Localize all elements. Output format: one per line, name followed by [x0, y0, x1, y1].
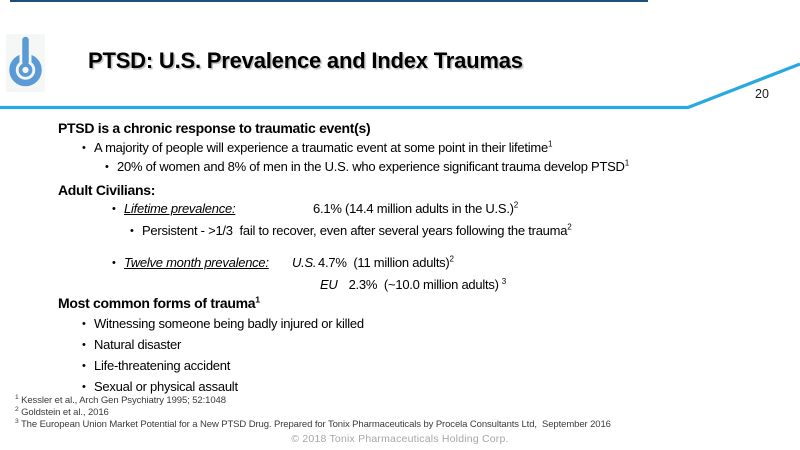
copyright-notice: © 2018 Tonix Pharmaceuticals Holding Cor… — [291, 433, 509, 445]
header-rule — [0, 62, 800, 110]
persistent-text: Persistent - >1/3 fail to recover, even … — [142, 223, 568, 238]
footnote-text: Goldstein et al., 2016 — [18, 407, 109, 418]
logo-tile — [6, 34, 45, 92]
bullet-icon: • — [105, 161, 109, 173]
lifetime-value: 6.1% (14.4 million adults in the U.S.) — [313, 201, 514, 216]
footnote-ref: 1 — [547, 139, 553, 149]
bullet-trauma-accident: • Life-threatening accident — [82, 358, 231, 374]
footnote-ref: 2 — [513, 200, 519, 210]
top-accent-line — [10, 0, 648, 2]
bullet-trauma-assault: • Sexual or physical assault — [82, 379, 238, 395]
lifetime-label: Lifetime prevalence: — [124, 201, 236, 216]
footnote-ref: 3 — [501, 276, 506, 286]
bullet-trauma-witnessing: • Witnessing someone being badly injured … — [82, 316, 364, 332]
footnote-ref: 1 — [255, 294, 260, 305]
trauma-item-text: Life-threatening accident — [94, 358, 231, 373]
bullet-icon: • — [82, 142, 86, 154]
bullet-trauma-natural-disaster: • Natural disaster — [82, 337, 182, 353]
bullet-majority: • A majority of people will experience a … — [82, 139, 553, 156]
trauma-item-text: Witnessing someone being badly injured o… — [94, 316, 364, 331]
bullet-icon: • — [112, 203, 116, 215]
heading-chronic-response: PTSD is a chronic response to traumatic … — [58, 120, 371, 136]
footnote-number: 1 — [15, 393, 19, 401]
trauma-item-text: Natural disaster — [94, 337, 182, 352]
footnote-ref: 2 — [449, 254, 454, 264]
bullet-icon: • — [82, 381, 86, 393]
power-icon — [9, 34, 42, 87]
footnote-1: 1 Kessler et al., Arch Gen Psychiatry 19… — [15, 393, 226, 406]
slide-title: PTSD: U.S. Prevalence and Index Traumas — [88, 48, 523, 73]
bullet-icon: • — [82, 360, 86, 372]
footnote-number: 3 — [15, 417, 19, 425]
lifetime-value-wrap: 6.1% (14.4 million adults in the U.S.)2 — [313, 200, 519, 217]
footnote-number: 2 — [15, 405, 19, 413]
footnote-text: Kessler et al., Arch Gen Psychiatry 1995… — [18, 395, 226, 406]
eu-value: 2.3% (~10.0 million adults) — [348, 277, 499, 292]
footnote-2: 2 Goldstein et al., 2016 — [15, 405, 109, 418]
heading-common-trauma: Most common forms of trauma1 — [58, 295, 260, 311]
footnote-ref: 1 — [624, 158, 629, 168]
bullet-majority-text: A majority of people will experience a t… — [94, 140, 548, 155]
bullet-develop-text: 20% of women and 8% of men in the U.S. w… — [117, 159, 625, 174]
footnote-ref: 2 — [567, 222, 572, 232]
line-eu-prevalence: EU 2.3% (~10.0 million adults) 3 — [320, 276, 506, 293]
region-us: U.S. — [292, 255, 317, 270]
bullet-lifetime-prevalence: • Lifetime prevalence: 6.1% (14.4 million … — [112, 200, 712, 217]
trauma-item-text: Sexual or physical assault — [94, 379, 238, 394]
bullet-persistent: • Persistent - >1/3 fail to recover, even… — [130, 222, 572, 239]
us-value: 4.7% (11 million adults) — [318, 255, 450, 270]
region-eu: EU — [320, 277, 338, 292]
footnote-3: 3 The European Union Market Potential fo… — [15, 417, 611, 430]
bullet-twelve-month: • Twelve month prevalence: U.S. 4.7% (11 mi… — [112, 254, 712, 271]
bullet-icon: • — [82, 339, 86, 351]
bullet-icon: • — [112, 257, 116, 269]
bullet-icon: • — [130, 225, 134, 237]
footnote-text: The European Union Market Potential for … — [18, 419, 611, 430]
us-value-wrap: 4.7% (11 million adults)2 — [318, 254, 454, 271]
bullet-develop: • 20% of women and 8% of men in the U.S. … — [105, 158, 629, 175]
bullet-icon: • — [82, 318, 86, 330]
twelve-month-label: Twelve month prevalence: — [124, 255, 269, 270]
heading-common-trauma-text: Most common forms of trauma — [58, 295, 256, 311]
heading-adult-civilians: Adult Civilians: — [58, 182, 156, 198]
page-number: 20 — [755, 87, 769, 101]
